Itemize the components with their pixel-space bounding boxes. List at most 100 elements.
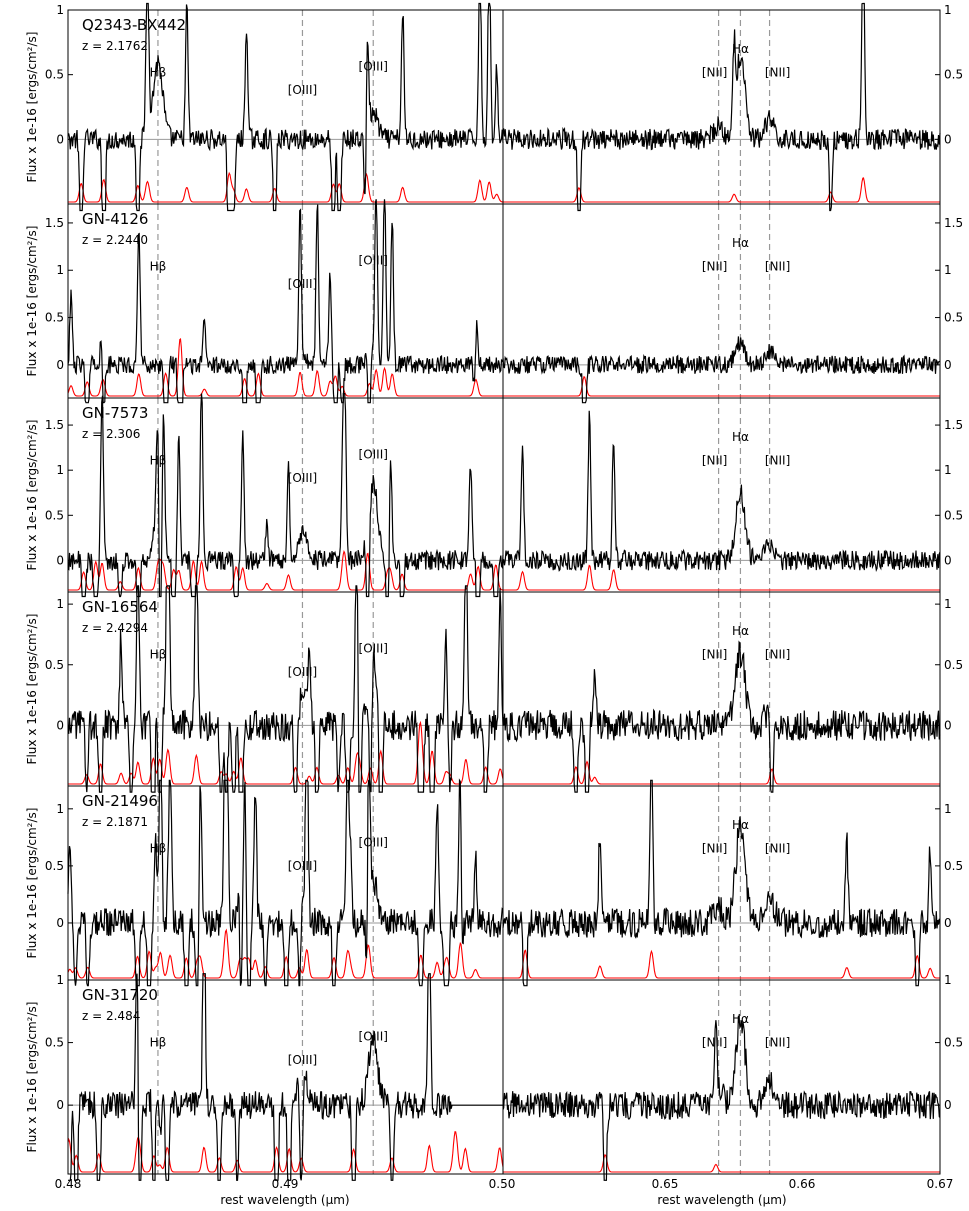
ytick-label-right: 0.5 [944, 859, 963, 873]
xtick-right-0: 0.65 [652, 1177, 679, 1191]
line-label-oiii_a: [OIII] [288, 665, 317, 679]
panel-frame-right [502, 9, 941, 205]
galaxy-spectrum-right [502, 336, 941, 404]
line-label-nii_b: [NII] [765, 453, 790, 467]
line-label-hbeta: Hβ [150, 841, 167, 855]
ytick-label-right: 1 [944, 973, 952, 987]
galaxy-spectrum-left [67, 585, 504, 793]
line-label-nii_a: [NII] [702, 647, 727, 661]
line-label-oiii_a: [OIII] [288, 859, 317, 873]
xtick-right-2: 0.67 [927, 1177, 954, 1191]
line-label-halpha: Hα [732, 430, 749, 444]
line-label-oiii_a: [OIII] [288, 1053, 317, 1067]
ytick-label-left: 1 [56, 3, 64, 17]
ytick-label-right: 0 [944, 553, 952, 567]
sky-spectrum-right [503, 1154, 940, 1173]
galaxy-spectrum-left [67, 392, 504, 598]
panel-4: 0 0 0.5 0.5 1 1 Flux x 1e-16 [ergs/cm²/s] GN-16… [25, 585, 963, 793]
line-label-nii_b: [NII] [765, 65, 790, 79]
sky-spectrum-left [67, 338, 503, 397]
ylabel: Flux x 1e-16 [ergs/cm²/s] [25, 226, 39, 377]
panel-5: 0 0 0.5 0.5 1 1 Flux x 1e-16 [ergs/cm²/s] GN-21… [25, 778, 963, 987]
ytick-label-left: 0 [56, 1098, 64, 1112]
line-label-oiii_a: [OIII] [288, 83, 317, 97]
ytick-label-right: 1.5 [944, 216, 963, 230]
panel-frame-right [502, 591, 941, 787]
ytick-label-right: 1 [944, 263, 952, 277]
panel-2: 0 0 0.5 0.5 1 1 1.5 1.5 Flux x 1e-16 [ergs/cm²/s… [25, 199, 963, 404]
ytick-label-left: 0 [56, 132, 64, 146]
ytick-label-right: 1 [944, 802, 952, 816]
redshift-label: z = 2.4294 [82, 621, 148, 635]
line-label-nii_a: [NII] [702, 841, 727, 855]
ytick-label-right: 0.5 [944, 508, 963, 522]
ytick-label-left: 0.5 [45, 311, 64, 325]
object-name: GN-31720 [82, 986, 158, 1004]
sky-spectrum-right [503, 177, 940, 203]
ytick-label-right: 0.5 [944, 68, 963, 82]
ytick-label-right: 0.5 [944, 311, 963, 325]
ylabel: Flux x 1e-16 [ergs/cm²/s] [25, 1002, 39, 1153]
galaxy-spectrum-right [502, 640, 941, 793]
line-label-nii_a: [NII] [702, 259, 727, 273]
ytick-label-right: 0.5 [944, 1036, 963, 1050]
galaxy-spectrum-right [502, 1015, 941, 1181]
ytick-label-left: 0.5 [45, 1036, 64, 1050]
axes-text-group: rest wavelength (μm) rest wavelength (μm… [55, 1177, 954, 1207]
ytick-label-left: 1 [56, 802, 64, 816]
line-label-halpha: Hα [732, 42, 749, 56]
ytick-label-left: 1 [56, 263, 64, 277]
galaxy-spectrum-left [68, 973, 503, 1181]
panel-6: 0 0 0.5 0.5 1 1 Flux x 1e-16 [ergs/cm²/s] GN-31… [25, 973, 963, 1181]
line-label-nii_b: [NII] [765, 841, 790, 855]
galaxy-spectrum-left [67, 199, 504, 404]
xlabel-left: rest wavelength (μm) [220, 1193, 349, 1207]
sky-spectrum-right [503, 564, 940, 591]
redshift-label: z = 2.484 [82, 1009, 140, 1023]
redshift-label: z = 2.2440 [82, 233, 148, 247]
panel-1: 0 0 0.5 0.5 1 1 Flux x 1e-16 [ergs/cm²/s] Q2343… [25, 2, 963, 212]
galaxy-spectrum-left [67, 2, 504, 212]
ytick-label-right: 0 [944, 916, 952, 930]
ylabel: Flux x 1e-16 [ergs/cm²/s] [25, 808, 39, 959]
ytick-label-right: 0.5 [944, 658, 963, 672]
ytick-label-left: 0 [56, 358, 64, 372]
ytick-label-right: 0 [944, 132, 952, 146]
line-label-nii_b: [NII] [765, 259, 790, 273]
line-label-nii_a: [NII] [702, 453, 727, 467]
line-label-oiii_b: [OIII] [359, 254, 388, 268]
line-label-hbeta: Hβ [150, 1035, 167, 1049]
line-label-oiii_a: [OIII] [288, 277, 317, 291]
redshift-label: z = 2.1762 [82, 39, 148, 53]
line-label-oiii_a: [OIII] [288, 471, 317, 485]
sky-spectrum-left [68, 171, 504, 203]
line-label-oiii_b: [OIII] [359, 448, 388, 462]
object-name: GN-16564 [82, 598, 158, 616]
ytick-label-left: 1 [56, 597, 64, 611]
line-label-hbeta: Hβ [150, 453, 167, 467]
sky-spectrum-left [68, 720, 504, 785]
sky-spectrum-right [503, 949, 940, 979]
ytick-label-right: 1.5 [944, 418, 963, 432]
panel-frame-right [502, 785, 941, 981]
galaxy-spectrum-right [502, 779, 941, 987]
sky-spectrum-right [503, 760, 940, 785]
line-label-oiii_b: [OIII] [359, 1030, 388, 1044]
ytick-label-right: 1 [944, 463, 952, 477]
ytick-label-left: 1.5 [45, 418, 64, 432]
ytick-label-left: 1.5 [45, 216, 64, 230]
galaxy-spectrum-right [502, 2, 941, 212]
line-label-oiii_b: [OIII] [359, 60, 388, 74]
object-name: GN-7573 [82, 404, 148, 422]
line-label-hbeta: Hβ [150, 259, 167, 273]
ytick-label-left: 0.5 [45, 658, 64, 672]
xtick-left-0: 0.48 [55, 1177, 82, 1191]
xtick-left-2: 0.50 [489, 1177, 516, 1191]
ytick-label-right: 0 [944, 1098, 952, 1112]
line-label-oiii_b: [OIII] [359, 642, 388, 656]
ytick-label-left: 0.5 [45, 508, 64, 522]
panel-3: 0 0 0.5 0.5 1 1 1.5 1.5 Flux x 1e-16 [ergs/cm²/s… [25, 392, 963, 598]
panel-frame-right [502, 979, 941, 1175]
ytick-label-left: 0.5 [45, 68, 64, 82]
line-label-nii_a: [NII] [702, 1035, 727, 1049]
